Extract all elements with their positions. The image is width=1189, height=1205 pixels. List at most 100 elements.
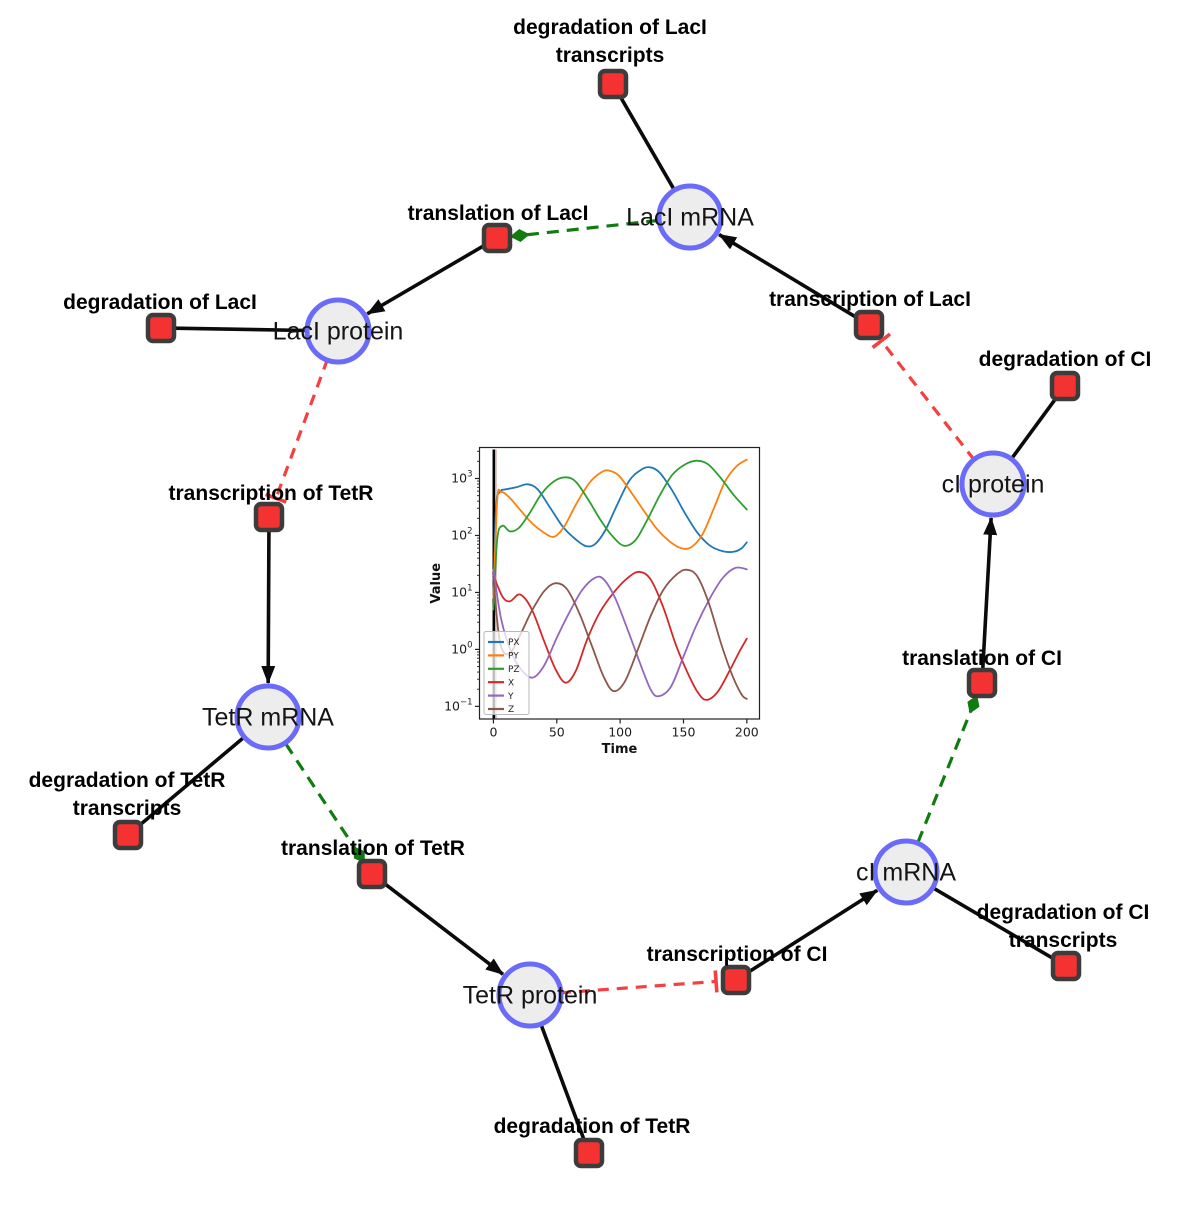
reaction-square-deg_tetr_tx[interactable] [112, 819, 144, 851]
chart-xtick-0: 0 [489, 725, 497, 740]
edges-layer [136, 94, 1059, 1142]
edge-inhibition-laci_protein-transc_tetr [265, 358, 330, 504]
reaction-node-deg_tetr_tx[interactable]: degradation of TetR transcripts [29, 769, 226, 851]
species-circle-laci_mrna[interactable] [656, 183, 724, 251]
edge-production-transl_laci-laci_protein [366, 243, 487, 316]
reaction-square-deg_laci[interactable] [145, 312, 177, 344]
chart-legend-label-PZ: PZ [508, 665, 520, 675]
chart-xtick-200: 200 [735, 725, 759, 740]
edge-inhibition-tetr_protein-transc_ci [559, 970, 719, 995]
chart-ytick-10e1: 101 [451, 583, 472, 599]
chart-legend-label-PX: PX [508, 638, 520, 648]
reaction-square-transl_laci[interactable] [481, 222, 513, 254]
edge-consumption-ci_mrna-deg_ci_tx [930, 885, 1056, 961]
reaction-nodes-layer: degradation of LacI transcripts translatio… [29, 16, 1152, 1169]
reaction-label-transl_laci: translation of LacI [408, 202, 589, 225]
chart-series-PZ [492, 459, 748, 611]
reaction-node-deg_tetr[interactable]: degradation of TetR [494, 1115, 691, 1169]
chart-xtick-100: 100 [608, 725, 632, 740]
species-label-laci_mrna: LacI mRNA [626, 204, 754, 232]
species-circle-ci_protein[interactable] [959, 450, 1027, 518]
reaction-square-transc_ci[interactable] [720, 964, 752, 996]
chart-series-Z [492, 568, 748, 700]
species-node-tetr_protein[interactable]: TetR protein [463, 961, 598, 1029]
reaction-label-deg_ci_tx: degradation of CI transcripts [977, 901, 1150, 952]
reaction-square-deg_ci[interactable] [1049, 370, 1081, 402]
species-label-tetr_mrna: TetR mRNA [202, 704, 334, 732]
reaction-square-transl_tetr[interactable] [356, 858, 388, 890]
reaction-label-transc_laci: transcription of LacI [769, 288, 971, 311]
edge-consumption-tetr_mrna-deg_tetr_tx [136, 734, 247, 828]
reaction-node-transl_laci[interactable]: translation of LacI [408, 202, 589, 254]
chart-legend: PX PY PZ XYZ [483, 631, 530, 715]
species-label-ci_mrna: cI mRNA [856, 859, 956, 887]
edge-consumption-laci_mrna-deg_laci_tx [617, 94, 677, 192]
chart-legend-label-Y: Y [507, 692, 514, 702]
edge-consumption-ci_protein-deg_ci [1009, 395, 1059, 461]
species-node-laci_mrna[interactable]: LacI mRNA [626, 183, 754, 251]
reaction-square-deg_ci_tx[interactable] [1050, 950, 1082, 982]
reaction-node-deg_ci[interactable]: degradation of CI [979, 348, 1152, 402]
reaction-node-deg_ci_tx[interactable]: degradation of CI transcripts [977, 901, 1150, 982]
species-label-tetr_protein: TetR protein [463, 982, 598, 1010]
edge-inhibition-ci_protein-transc_laci [871, 332, 976, 462]
reaction-label-transl_tetr: translation of TetR [281, 837, 465, 860]
reaction-label-deg_laci_tx: degradation of LacI transcripts [513, 16, 707, 67]
reaction-node-transc_laci[interactable]: transcription of LacI [769, 288, 971, 341]
chart-axes-frame [478, 446, 761, 720]
species-nodes-layer: LacI mRNA LacI protein TetR mRNA TetR prote… [202, 183, 1045, 1029]
reaction-label-deg_ci: degradation of CI [979, 348, 1152, 371]
reaction-label-transl_ci: translation of CI [902, 647, 1062, 670]
edge-production-transl_ci-ci_protein [980, 516, 998, 671]
edge-consumption-laci_protein-deg_laci [173, 326, 309, 333]
reaction-node-transl_tetr[interactable]: translation of TetR [281, 837, 465, 890]
species-label-ci_protein: cI protein [942, 471, 1045, 499]
chart-legend-label-PY: PY [508, 652, 519, 662]
chart-xtick-50: 50 [549, 725, 565, 740]
reaction-node-deg_laci[interactable]: degradation of LacI [63, 291, 257, 344]
reaction-label-deg_laci: degradation of LacI [63, 291, 257, 314]
edge-modifier-ci_mrna-transl_ci [916, 695, 980, 843]
chart-plot-area [492, 449, 748, 719]
edge-modifier-laci_mrna-transl_laci [509, 218, 659, 242]
edge-production-transc_ci-ci_mrna [746, 888, 879, 975]
chart-legend-label-X: X [508, 678, 514, 688]
reaction-node-deg_laci_tx[interactable]: degradation of LacI transcripts [513, 16, 707, 100]
chart-series-PY [492, 458, 748, 599]
edge-production-transl_tetr-tetr_protein [381, 880, 505, 976]
species-node-ci_mrna[interactable]: cI mRNA [856, 838, 956, 906]
chart-series-PX [492, 466, 748, 599]
reaction-square-transl_ci[interactable] [966, 667, 998, 699]
species-circle-ci_mrna[interactable] [872, 838, 940, 906]
species-node-tetr_mrna[interactable]: TetR mRNA [202, 683, 334, 751]
species-circle-tetr_protein[interactable] [496, 961, 564, 1029]
reaction-square-deg_laci_tx[interactable] [597, 68, 629, 100]
chart-legend-box [483, 631, 530, 715]
reaction-node-transc_ci[interactable]: transcription of CI [647, 943, 828, 996]
species-label-laci_protein: LacI protein [273, 318, 404, 346]
edge-production-transc_laci-laci_mrna [718, 233, 859, 320]
edge-consumption-tetr_protein-deg_tetr [538, 1022, 587, 1142]
reaction-node-transc_tetr[interactable]: transcription of TetR [169, 482, 374, 533]
chart-ylabel: Value [429, 563, 444, 604]
inset-chart: 0 50 100 150 20010−1100101102103TimeValuePXP… [429, 439, 775, 761]
chart-xtick-150: 150 [672, 725, 696, 740]
chart-xlabel: Time [602, 742, 638, 757]
reaction-square-transc_laci[interactable] [853, 309, 885, 341]
reaction-square-deg_tetr[interactable] [573, 1137, 605, 1169]
chart-ytick-10e0: 100 [451, 640, 472, 656]
reaction-label-deg_tetr: degradation of TetR [494, 1115, 691, 1138]
chart-ytick-10e2: 102 [451, 526, 472, 542]
reaction-label-transc_tetr: transcription of TetR [169, 482, 374, 505]
chart-series-X [492, 570, 748, 701]
edge-production-transc_tetr-tetr_mrna [261, 529, 276, 685]
species-node-ci_protein[interactable]: cI protein [942, 450, 1045, 518]
chart-ytick-10e3: 103 [451, 469, 472, 485]
reaction-node-transl_ci[interactable]: translation of CI [902, 647, 1062, 699]
reaction-square-transc_tetr[interactable] [253, 501, 285, 533]
species-circle-tetr_mrna[interactable] [234, 683, 302, 751]
species-circle-laci_protein[interactable] [304, 297, 372, 365]
species-node-laci_protein[interactable]: LacI protein [273, 297, 404, 365]
